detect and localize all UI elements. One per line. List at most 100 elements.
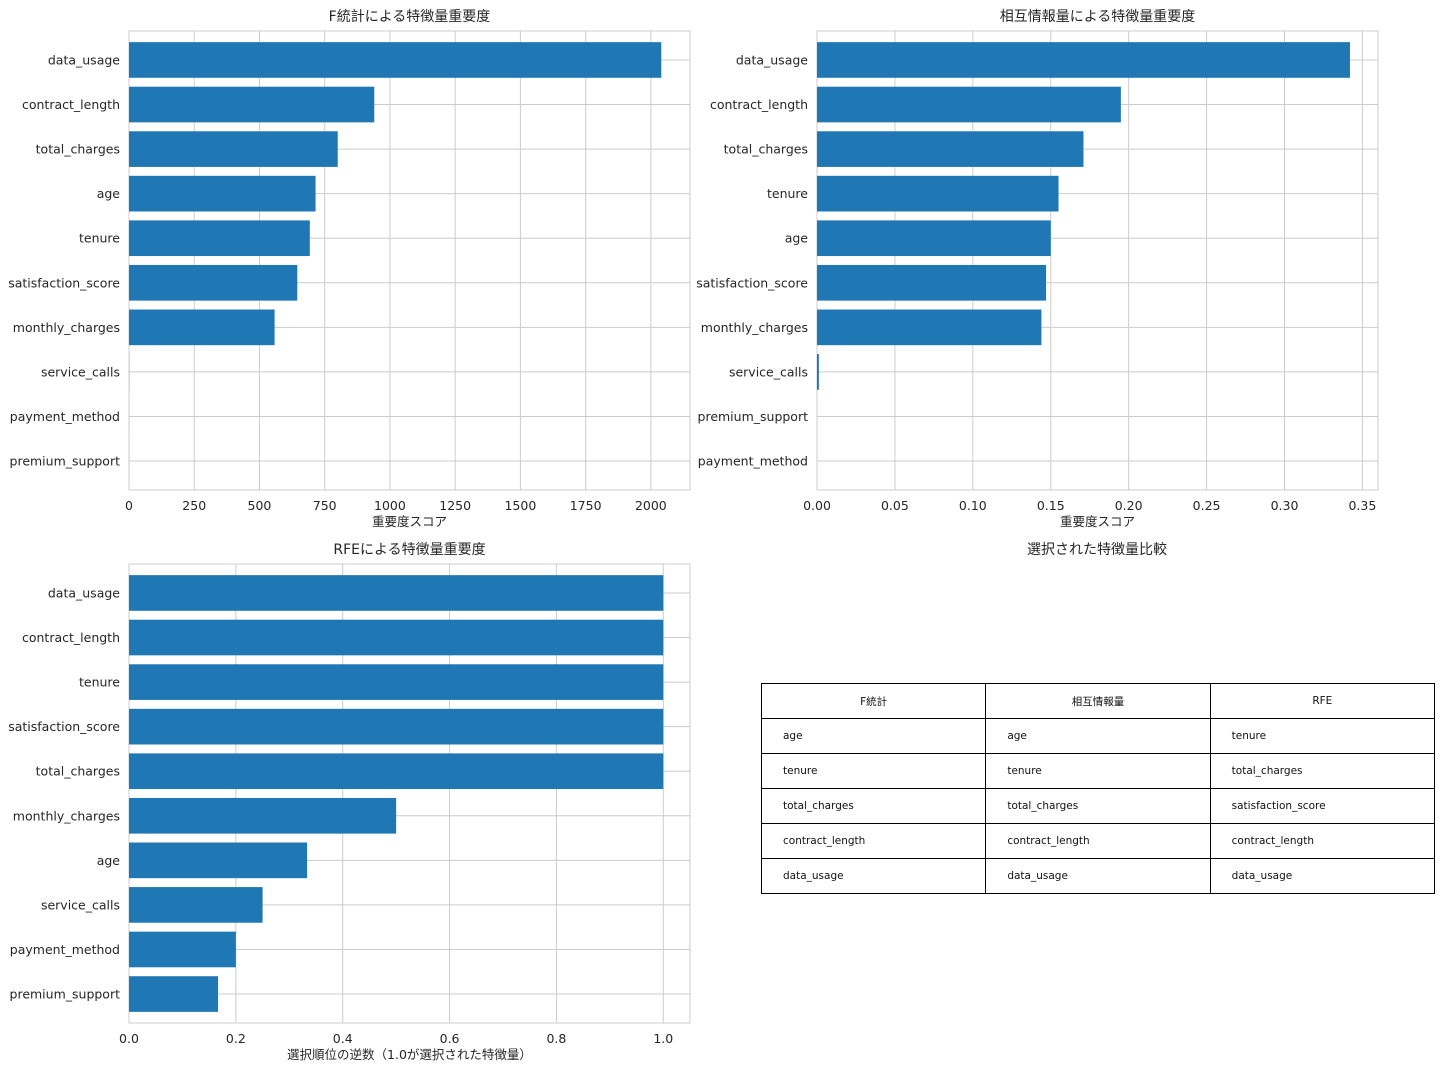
chart1-xtick-label: 2000 [635,498,667,513]
table-cell: data_usage [985,858,1211,894]
chart3-bar-monthly_charges [129,797,397,834]
chart2-xtick-label: 0.25 [1193,498,1221,513]
chart1-bar-tenure [129,220,310,257]
chart3-bar-contract_length [129,619,664,656]
chart3-bar-satisfaction_score [129,708,664,745]
chart2-bar-age [817,220,1051,257]
chart2-category-label: monthly_charges [701,320,808,335]
table-body: age age tenure tenure tenure total_charges tot… [760,718,1436,894]
chart2-xtick-label: 0.30 [1271,498,1299,513]
chart2-bar-satisfaction_score [817,264,1047,301]
chart1-xtick-label: 1000 [374,498,406,513]
table-cell: contract_length [760,823,987,859]
chart2-bar-tenure [817,175,1059,212]
table-cell: total_charges [760,788,987,824]
chart3-xtick-label: 0.0 [119,1031,139,1046]
chart3-bar-tenure [129,664,664,700]
chart3-category-label: age [97,853,121,868]
chart1-category-label: payment_method [10,409,120,424]
chart3-xtick-label: 1.0 [653,1031,673,1046]
chart1-category-label: tenure [79,231,120,246]
chart2-xtick-label: 0.20 [1115,498,1143,513]
chart1-category-label: monthly_charges [13,320,120,335]
chart2-bar-service_calls [817,354,819,390]
table-header-cell: F統計 [760,683,987,719]
chart3-category-label: tenure [79,675,120,690]
chart1-category-label: premium_support [10,454,121,469]
table-header-cell: RFE [1209,683,1436,719]
chart1-xtick-label: 0 [125,498,133,513]
chart3-category-label: data_usage [48,585,120,600]
chart3-xtick-label: 0.4 [333,1031,353,1046]
chart3-category-label: satisfaction_score [8,719,120,734]
table-cell: tenure [985,753,1211,789]
chart1-xlabel: 重要度スコア [372,514,447,529]
chart2-xtick-label: 0.00 [803,498,831,513]
chart3-bar-payment_method [129,931,236,968]
chart1-category-label: satisfaction_score [8,275,120,290]
chart3-bar-premium_support [129,976,219,1012]
chart3-xtick-label: 0.2 [226,1031,246,1046]
chart3-category-label: total_charges [36,764,120,779]
comparison-table-wrap: F統計 相互情報量 RFE age age tenure tenure tenure tota… [760,683,1436,894]
table-cell: contract_length [985,823,1211,859]
chart2-xlabel: 重要度スコア [1060,514,1135,529]
chart1-category-label: age [97,186,121,201]
chart2-category-label: premium_support [698,409,809,424]
chart1-title: F統計による特徴量重要度 [329,9,491,25]
chart2-bar-monthly_charges [817,309,1042,346]
chart1-bar-monthly_charges [129,309,275,346]
chart3-xlabel: 選択順位の逆数（1.0が選択された特徴量） [287,1047,532,1062]
chart2-xtick-label: 0.10 [959,498,987,513]
chart2-category-label: payment_method [698,454,808,469]
chart1-xtick-label: 1500 [504,498,536,513]
chart1-bar-contract_length [129,86,375,123]
table-cell: age [985,718,1211,754]
chart3-category-label: payment_method [10,942,120,957]
table-cell: satisfaction_score [1209,788,1436,824]
chart1-bar-satisfaction_score [129,264,298,301]
table-row: age age tenure [760,718,1436,754]
chart1-bar-data_usage [129,42,662,78]
chart3-bar-service_calls [129,887,263,923]
chart3-category-label: contract_length [22,630,120,645]
chart2-category-label: tenure [767,186,808,201]
chart2-title: 相互情報量による特徴量重要度 [1000,9,1196,25]
chart2-xtick-label: 0.15 [1037,498,1065,513]
table-cell: total_charges [985,788,1211,824]
chart3-xtick-label: 0.8 [546,1031,566,1046]
chart1-category-label: data_usage [48,52,120,67]
chart1-category-label: total_charges [36,142,120,157]
chart1-xtick-label: 750 [313,498,337,513]
chart3-bar-total_charges [129,753,664,790]
table-header-row: F統計 相互情報量 RFE [760,683,1436,719]
chart3-category-label: monthly_charges [13,808,120,823]
chart2-category-label: service_calls [729,364,808,379]
chart2-xtick-label: 0.05 [881,498,909,513]
chart2-category-label: contract_length [710,97,808,112]
selected-features-table: F統計 相互情報量 RFE age age tenure tenure tenure tota… [760,683,1436,894]
chart2-bar-contract_length [817,86,1121,123]
chart1-bar-age [129,175,316,212]
table-row: contract_length contract_length contract_l… [760,823,1436,859]
chart3-bar-age [129,842,308,879]
table-cell: tenure [760,753,987,789]
table-header-cell: 相互情報量 [985,683,1211,719]
chart3-xtick-label: 0.6 [440,1031,460,1046]
chart2-bar-total_charges [817,131,1084,167]
chart1-xtick-label: 1750 [570,498,602,513]
chart3-bar-data_usage [129,575,664,611]
table-cell: age [760,718,987,754]
table-cell: data_usage [760,858,987,894]
chart3-title: RFEによる特徴量重要度 [333,542,485,558]
chart2-category-label: satisfaction_score [696,275,808,290]
chart1-bar-total_charges [129,131,338,167]
table-row: data_usage data_usage data_usage [760,858,1436,894]
table-row: tenure tenure total_charges [760,753,1436,789]
chart3-category-label: service_calls [41,897,120,912]
chart3-category-label: premium_support [10,987,121,1002]
chart2-category-label: total_charges [724,142,808,157]
chart1-xtick-label: 500 [248,498,272,513]
table-cell: tenure [1209,718,1436,754]
